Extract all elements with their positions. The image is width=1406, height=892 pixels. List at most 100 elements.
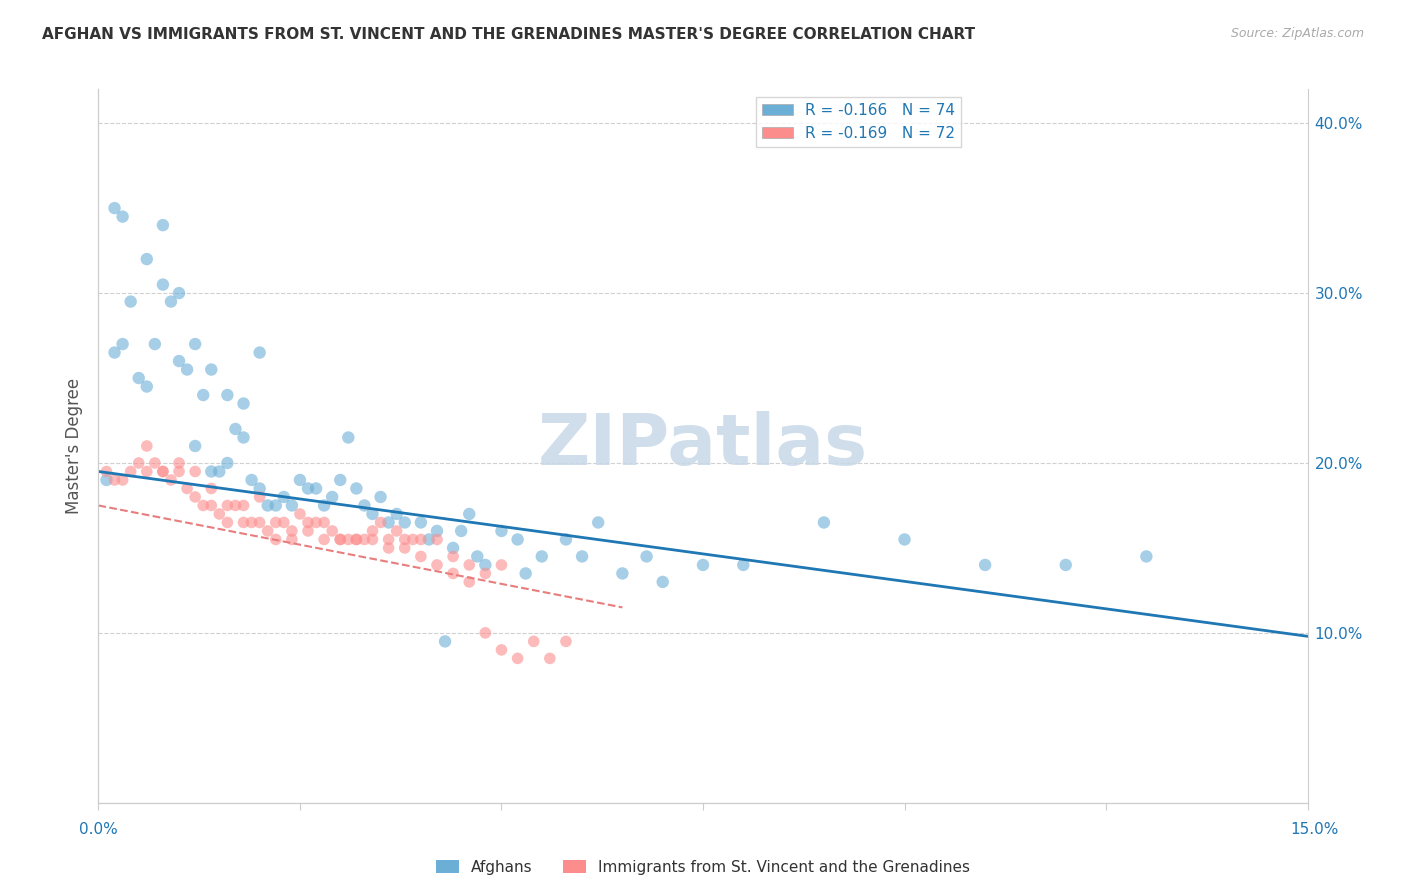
Point xyxy=(361,524,384,538)
Point xyxy=(555,634,578,648)
Point xyxy=(491,558,513,572)
Y-axis label: Master's Degree: Master's Degree xyxy=(65,378,83,514)
Point xyxy=(288,507,311,521)
Point xyxy=(305,482,328,496)
Point xyxy=(515,566,537,581)
Point xyxy=(160,294,183,309)
Point xyxy=(281,499,304,513)
Point xyxy=(217,456,239,470)
Point xyxy=(128,371,150,385)
Point xyxy=(103,473,125,487)
Point xyxy=(441,549,464,564)
Point xyxy=(530,549,553,564)
Point xyxy=(409,533,432,547)
Point xyxy=(305,516,328,530)
Text: Source: ZipAtlas.com: Source: ZipAtlas.com xyxy=(1230,27,1364,40)
Point xyxy=(353,533,375,547)
Point xyxy=(314,516,336,530)
Point xyxy=(217,516,239,530)
Point xyxy=(249,490,271,504)
Text: AFGHAN VS IMMIGRANTS FROM ST. VINCENT AND THE GRENADINES MASTER'S DEGREE CORRELA: AFGHAN VS IMMIGRANTS FROM ST. VINCENT AN… xyxy=(42,27,976,42)
Point xyxy=(208,507,231,521)
Point xyxy=(184,490,207,504)
Point xyxy=(120,294,142,309)
Point xyxy=(249,482,271,496)
Point xyxy=(167,456,190,470)
Point xyxy=(314,533,336,547)
Point xyxy=(321,490,343,504)
Point xyxy=(538,651,561,665)
Point xyxy=(377,533,399,547)
Point xyxy=(893,533,915,547)
Point xyxy=(441,541,464,555)
Point xyxy=(264,533,287,547)
Point xyxy=(733,558,755,572)
Point xyxy=(571,549,593,564)
Point xyxy=(256,524,278,538)
Point xyxy=(200,465,222,479)
Text: 0.0%: 0.0% xyxy=(79,822,118,837)
Point xyxy=(491,524,513,538)
Point xyxy=(152,465,174,479)
Point xyxy=(555,533,578,547)
Point xyxy=(297,524,319,538)
Point xyxy=(426,533,449,547)
Point xyxy=(143,456,166,470)
Point xyxy=(167,286,190,301)
Point xyxy=(288,473,311,487)
Point xyxy=(232,430,254,444)
Point xyxy=(273,490,295,504)
Point xyxy=(200,362,222,376)
Point xyxy=(426,524,449,538)
Point xyxy=(465,549,488,564)
Point xyxy=(458,507,481,521)
Point xyxy=(370,490,392,504)
Point xyxy=(193,388,215,402)
Point xyxy=(135,439,157,453)
Point xyxy=(394,516,416,530)
Point xyxy=(200,482,222,496)
Point xyxy=(409,549,432,564)
Text: ZIPatlas: ZIPatlas xyxy=(538,411,868,481)
Point xyxy=(344,533,367,547)
Point xyxy=(217,388,239,402)
Point xyxy=(152,277,174,292)
Point xyxy=(103,201,125,215)
Point xyxy=(120,465,142,479)
Point xyxy=(353,499,375,513)
Point xyxy=(409,516,432,530)
Point xyxy=(458,574,481,589)
Point xyxy=(184,439,207,453)
Point xyxy=(450,524,472,538)
Point xyxy=(193,499,215,513)
Point xyxy=(434,634,457,648)
Point xyxy=(273,516,295,530)
Point xyxy=(135,379,157,393)
Point xyxy=(143,337,166,351)
Point xyxy=(370,516,392,530)
Point xyxy=(176,362,198,376)
Point xyxy=(474,566,496,581)
Point xyxy=(385,507,408,521)
Point xyxy=(232,516,254,530)
Point xyxy=(160,473,183,487)
Point xyxy=(337,533,360,547)
Point xyxy=(329,473,352,487)
Point xyxy=(135,465,157,479)
Point xyxy=(281,524,304,538)
Point xyxy=(232,499,254,513)
Point xyxy=(441,566,464,581)
Text: 15.0%: 15.0% xyxy=(1291,822,1339,837)
Point xyxy=(240,473,263,487)
Point xyxy=(152,465,174,479)
Point xyxy=(240,516,263,530)
Point xyxy=(264,516,287,530)
Point xyxy=(458,558,481,572)
Point xyxy=(337,430,360,444)
Point xyxy=(377,516,399,530)
Point xyxy=(167,354,190,368)
Point xyxy=(1054,558,1077,572)
Point xyxy=(474,626,496,640)
Point xyxy=(96,473,118,487)
Point xyxy=(217,499,239,513)
